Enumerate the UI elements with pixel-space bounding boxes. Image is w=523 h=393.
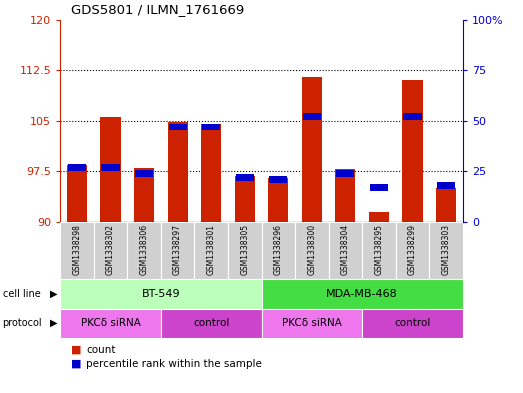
Bar bbox=[396, 222, 429, 279]
Text: ■: ■ bbox=[71, 358, 81, 369]
Text: GSM1338303: GSM1338303 bbox=[441, 224, 451, 275]
Text: GSM1338295: GSM1338295 bbox=[374, 224, 383, 275]
Text: MDA-MB-468: MDA-MB-468 bbox=[326, 289, 398, 299]
Bar bbox=[295, 222, 328, 279]
Bar bbox=[335, 169, 356, 222]
Bar bbox=[94, 222, 127, 279]
Bar bbox=[362, 309, 463, 338]
Text: GSM1338298: GSM1338298 bbox=[72, 224, 82, 275]
Bar bbox=[262, 279, 463, 309]
Bar bbox=[369, 212, 389, 222]
Text: ▶: ▶ bbox=[50, 289, 58, 299]
Text: GSM1338296: GSM1338296 bbox=[274, 224, 283, 275]
Bar bbox=[60, 279, 262, 309]
Bar bbox=[134, 168, 154, 222]
Bar bbox=[429, 222, 463, 279]
Text: PKCδ siRNA: PKCδ siRNA bbox=[81, 318, 140, 328]
Bar bbox=[101, 164, 120, 171]
Bar bbox=[236, 174, 254, 181]
Bar bbox=[362, 222, 396, 279]
Text: ▶: ▶ bbox=[50, 318, 58, 328]
Bar bbox=[167, 122, 188, 222]
Text: GDS5801 / ILMN_1761669: GDS5801 / ILMN_1761669 bbox=[71, 3, 244, 16]
Bar bbox=[235, 176, 255, 222]
Bar bbox=[161, 222, 195, 279]
Bar bbox=[202, 123, 220, 130]
Bar bbox=[403, 80, 423, 222]
Text: GSM1338304: GSM1338304 bbox=[341, 224, 350, 275]
Text: GSM1338300: GSM1338300 bbox=[308, 224, 316, 275]
Text: BT-549: BT-549 bbox=[142, 289, 180, 299]
Text: cell line: cell line bbox=[3, 289, 40, 299]
Text: PKCδ siRNA: PKCδ siRNA bbox=[282, 318, 342, 328]
Bar bbox=[195, 222, 228, 279]
Text: GSM1338306: GSM1338306 bbox=[140, 224, 149, 275]
Text: percentile rank within the sample: percentile rank within the sample bbox=[86, 358, 262, 369]
Text: protocol: protocol bbox=[3, 318, 42, 328]
Bar bbox=[328, 222, 362, 279]
Text: GSM1338297: GSM1338297 bbox=[173, 224, 182, 275]
Bar bbox=[262, 309, 362, 338]
Text: control: control bbox=[394, 318, 431, 328]
Text: control: control bbox=[193, 318, 230, 328]
Text: GSM1338305: GSM1338305 bbox=[240, 224, 249, 275]
Bar bbox=[60, 309, 161, 338]
Bar bbox=[68, 164, 86, 171]
Bar bbox=[161, 309, 262, 338]
Bar bbox=[100, 118, 121, 222]
Bar bbox=[336, 170, 355, 177]
Bar bbox=[269, 176, 287, 183]
Bar bbox=[135, 170, 153, 177]
Bar bbox=[127, 222, 161, 279]
Text: GSM1338302: GSM1338302 bbox=[106, 224, 115, 275]
Bar bbox=[437, 182, 455, 189]
Bar bbox=[201, 124, 221, 222]
Bar bbox=[60, 222, 94, 279]
Text: count: count bbox=[86, 345, 116, 355]
Bar bbox=[436, 188, 456, 222]
Bar bbox=[168, 123, 187, 130]
Text: GSM1338301: GSM1338301 bbox=[207, 224, 215, 275]
Text: GSM1338299: GSM1338299 bbox=[408, 224, 417, 275]
Bar bbox=[228, 222, 262, 279]
Bar bbox=[370, 184, 388, 191]
Bar bbox=[303, 114, 321, 120]
Bar bbox=[268, 178, 288, 222]
Bar bbox=[302, 77, 322, 222]
Bar bbox=[262, 222, 295, 279]
Bar bbox=[403, 114, 422, 120]
Text: ■: ■ bbox=[71, 345, 81, 355]
Bar bbox=[67, 165, 87, 222]
